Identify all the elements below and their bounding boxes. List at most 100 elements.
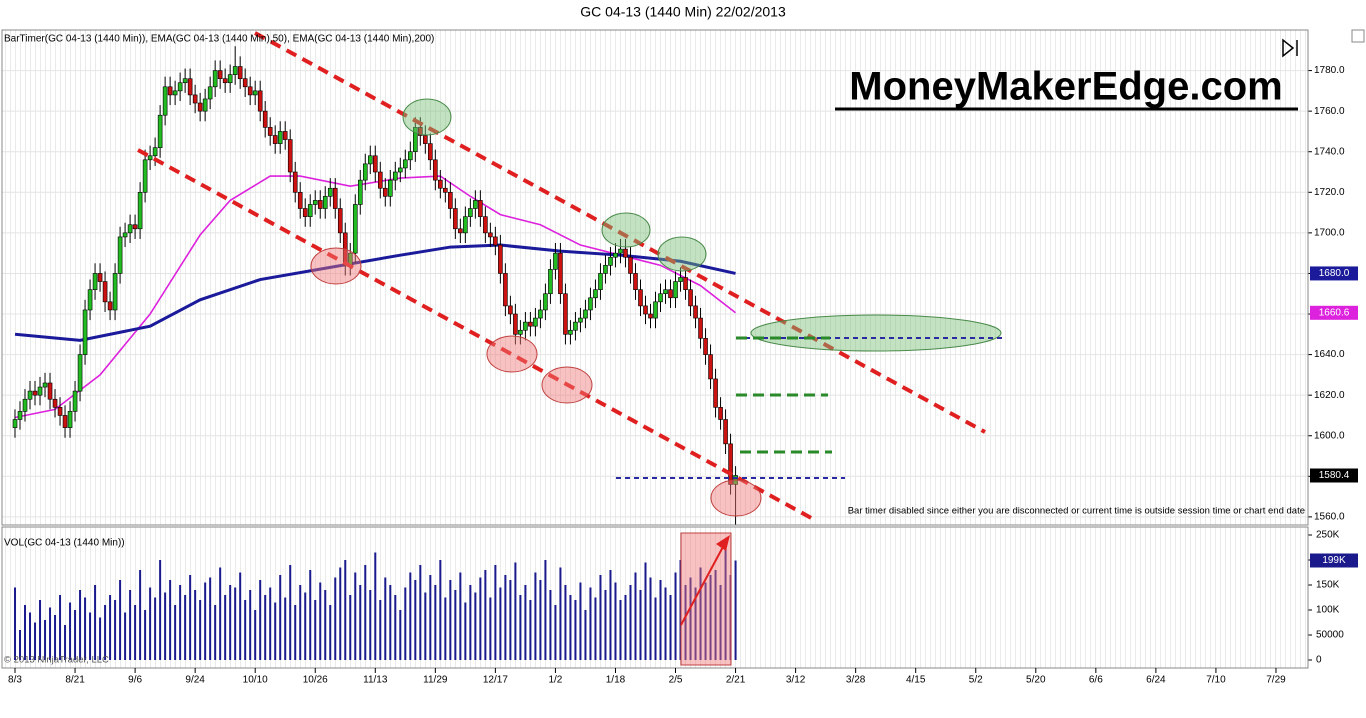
- volume-bar: [199, 600, 202, 660]
- candle-body: [523, 321, 528, 331]
- candle-body: [683, 277, 688, 290]
- candle-body: [558, 252, 563, 295]
- candle-body: [387, 179, 393, 197]
- candle-body: [538, 309, 543, 319]
- candle-body: [322, 196, 328, 209]
- volume-bar: [644, 562, 647, 660]
- volume-bar: [189, 575, 192, 660]
- candle-body: [332, 187, 338, 209]
- volume-bar: [174, 605, 177, 660]
- candle-body: [483, 216, 488, 234]
- candle-body: [167, 86, 173, 96]
- candle-body: [468, 208, 473, 217]
- indicator-legend: BarTimer(GC 04-13 (1440 Min)), EMA(GC 04…: [4, 34, 434, 45]
- candle-body: [618, 248, 623, 254]
- volume-bar: [349, 595, 352, 660]
- volume-bar: [169, 580, 172, 660]
- highlight-ellipse: [601, 212, 651, 248]
- x-tick-label: 4/15: [906, 675, 926, 686]
- candle-body: [357, 179, 363, 205]
- volume-bar: [429, 575, 432, 660]
- candle-body: [663, 289, 668, 295]
- volume-bar: [74, 610, 77, 660]
- candle-body: [693, 305, 698, 319]
- ema-last-label-box: [1310, 266, 1358, 281]
- candle-body: [282, 131, 288, 140]
- candle-body: [393, 171, 398, 181]
- candle-body: [448, 191, 453, 209]
- volume-bar: [359, 585, 362, 660]
- last-price-label-box: [1310, 468, 1358, 483]
- volume-bar: [689, 577, 692, 660]
- volume-bar: [494, 565, 497, 660]
- volume-bar: [499, 587, 502, 660]
- volume-bar: [614, 582, 617, 660]
- volume-bar: [569, 595, 572, 660]
- volume-bar: [39, 600, 42, 660]
- candle-body: [453, 208, 458, 230]
- candle-body: [408, 151, 413, 161]
- volume-bar: [634, 572, 637, 660]
- volume-bar: [589, 587, 592, 660]
- candle-body: [352, 204, 358, 254]
- x-tick-label: 1/18: [606, 675, 626, 686]
- candle-body: [573, 321, 578, 331]
- volume-bar: [539, 580, 542, 660]
- candle-body: [12, 419, 18, 428]
- candle-body: [122, 232, 128, 238]
- volume-bar: [149, 587, 152, 660]
- volume-arrow: [680, 544, 725, 626]
- volume-bar: [424, 592, 427, 660]
- candle-body: [528, 321, 533, 327]
- volume-bar: [669, 595, 672, 660]
- volume-bar: [704, 582, 707, 660]
- y-tick-label: 250K: [1316, 530, 1340, 541]
- candle-body: [563, 293, 568, 335]
- volume-last-label-box: [1310, 553, 1358, 568]
- volume-bar: [599, 575, 602, 660]
- x-tick-label: 6/24: [1146, 675, 1166, 686]
- candle-body: [503, 273, 508, 307]
- volume-bar: [219, 567, 222, 660]
- volume-bar: [29, 612, 32, 660]
- watermark: MoneyMakerEdge.com: [849, 65, 1282, 109]
- candle-body: [513, 313, 518, 335]
- candle-body: [413, 127, 418, 153]
- candle-body: [72, 390, 78, 412]
- volume-bar: [204, 582, 207, 660]
- volume-bar: [129, 590, 132, 660]
- volume-bar: [329, 605, 332, 660]
- last-price-label: 1580.4: [1319, 470, 1350, 481]
- candle-body: [207, 86, 213, 100]
- candle-body: [367, 155, 373, 165]
- candle-body: [102, 281, 108, 303]
- candle-body: [142, 159, 148, 193]
- volume-bar: [324, 590, 327, 660]
- volume-bar: [619, 600, 622, 660]
- volume-bar: [464, 602, 467, 660]
- volume-bar: [339, 567, 342, 660]
- volume-bar: [654, 597, 657, 660]
- x-tick-label: 7/29: [1266, 675, 1286, 686]
- volume-bar: [159, 560, 162, 660]
- volume-frame: [1, 526, 1309, 669]
- candle-body: [152, 147, 158, 157]
- ema-last-label: 1660.6: [1319, 307, 1350, 318]
- volume-bar: [609, 570, 612, 660]
- candle-body: [648, 313, 653, 319]
- volume-bar: [624, 595, 627, 660]
- play-icon[interactable]: [1282, 38, 1298, 58]
- volume-bar: [474, 592, 477, 660]
- volume-bar: [89, 612, 92, 660]
- volume-bar: [354, 572, 357, 660]
- highlight-ellipse: [486, 335, 538, 373]
- panel-button[interactable]: [1351, 29, 1365, 43]
- volume-bar: [124, 612, 127, 660]
- candle-body: [438, 179, 443, 189]
- volume-bar: [299, 585, 302, 660]
- y-tick-label: 1720.0: [1314, 187, 1345, 198]
- candle-body: [32, 390, 38, 396]
- candle-body: [202, 98, 208, 112]
- candle-body: [292, 171, 298, 193]
